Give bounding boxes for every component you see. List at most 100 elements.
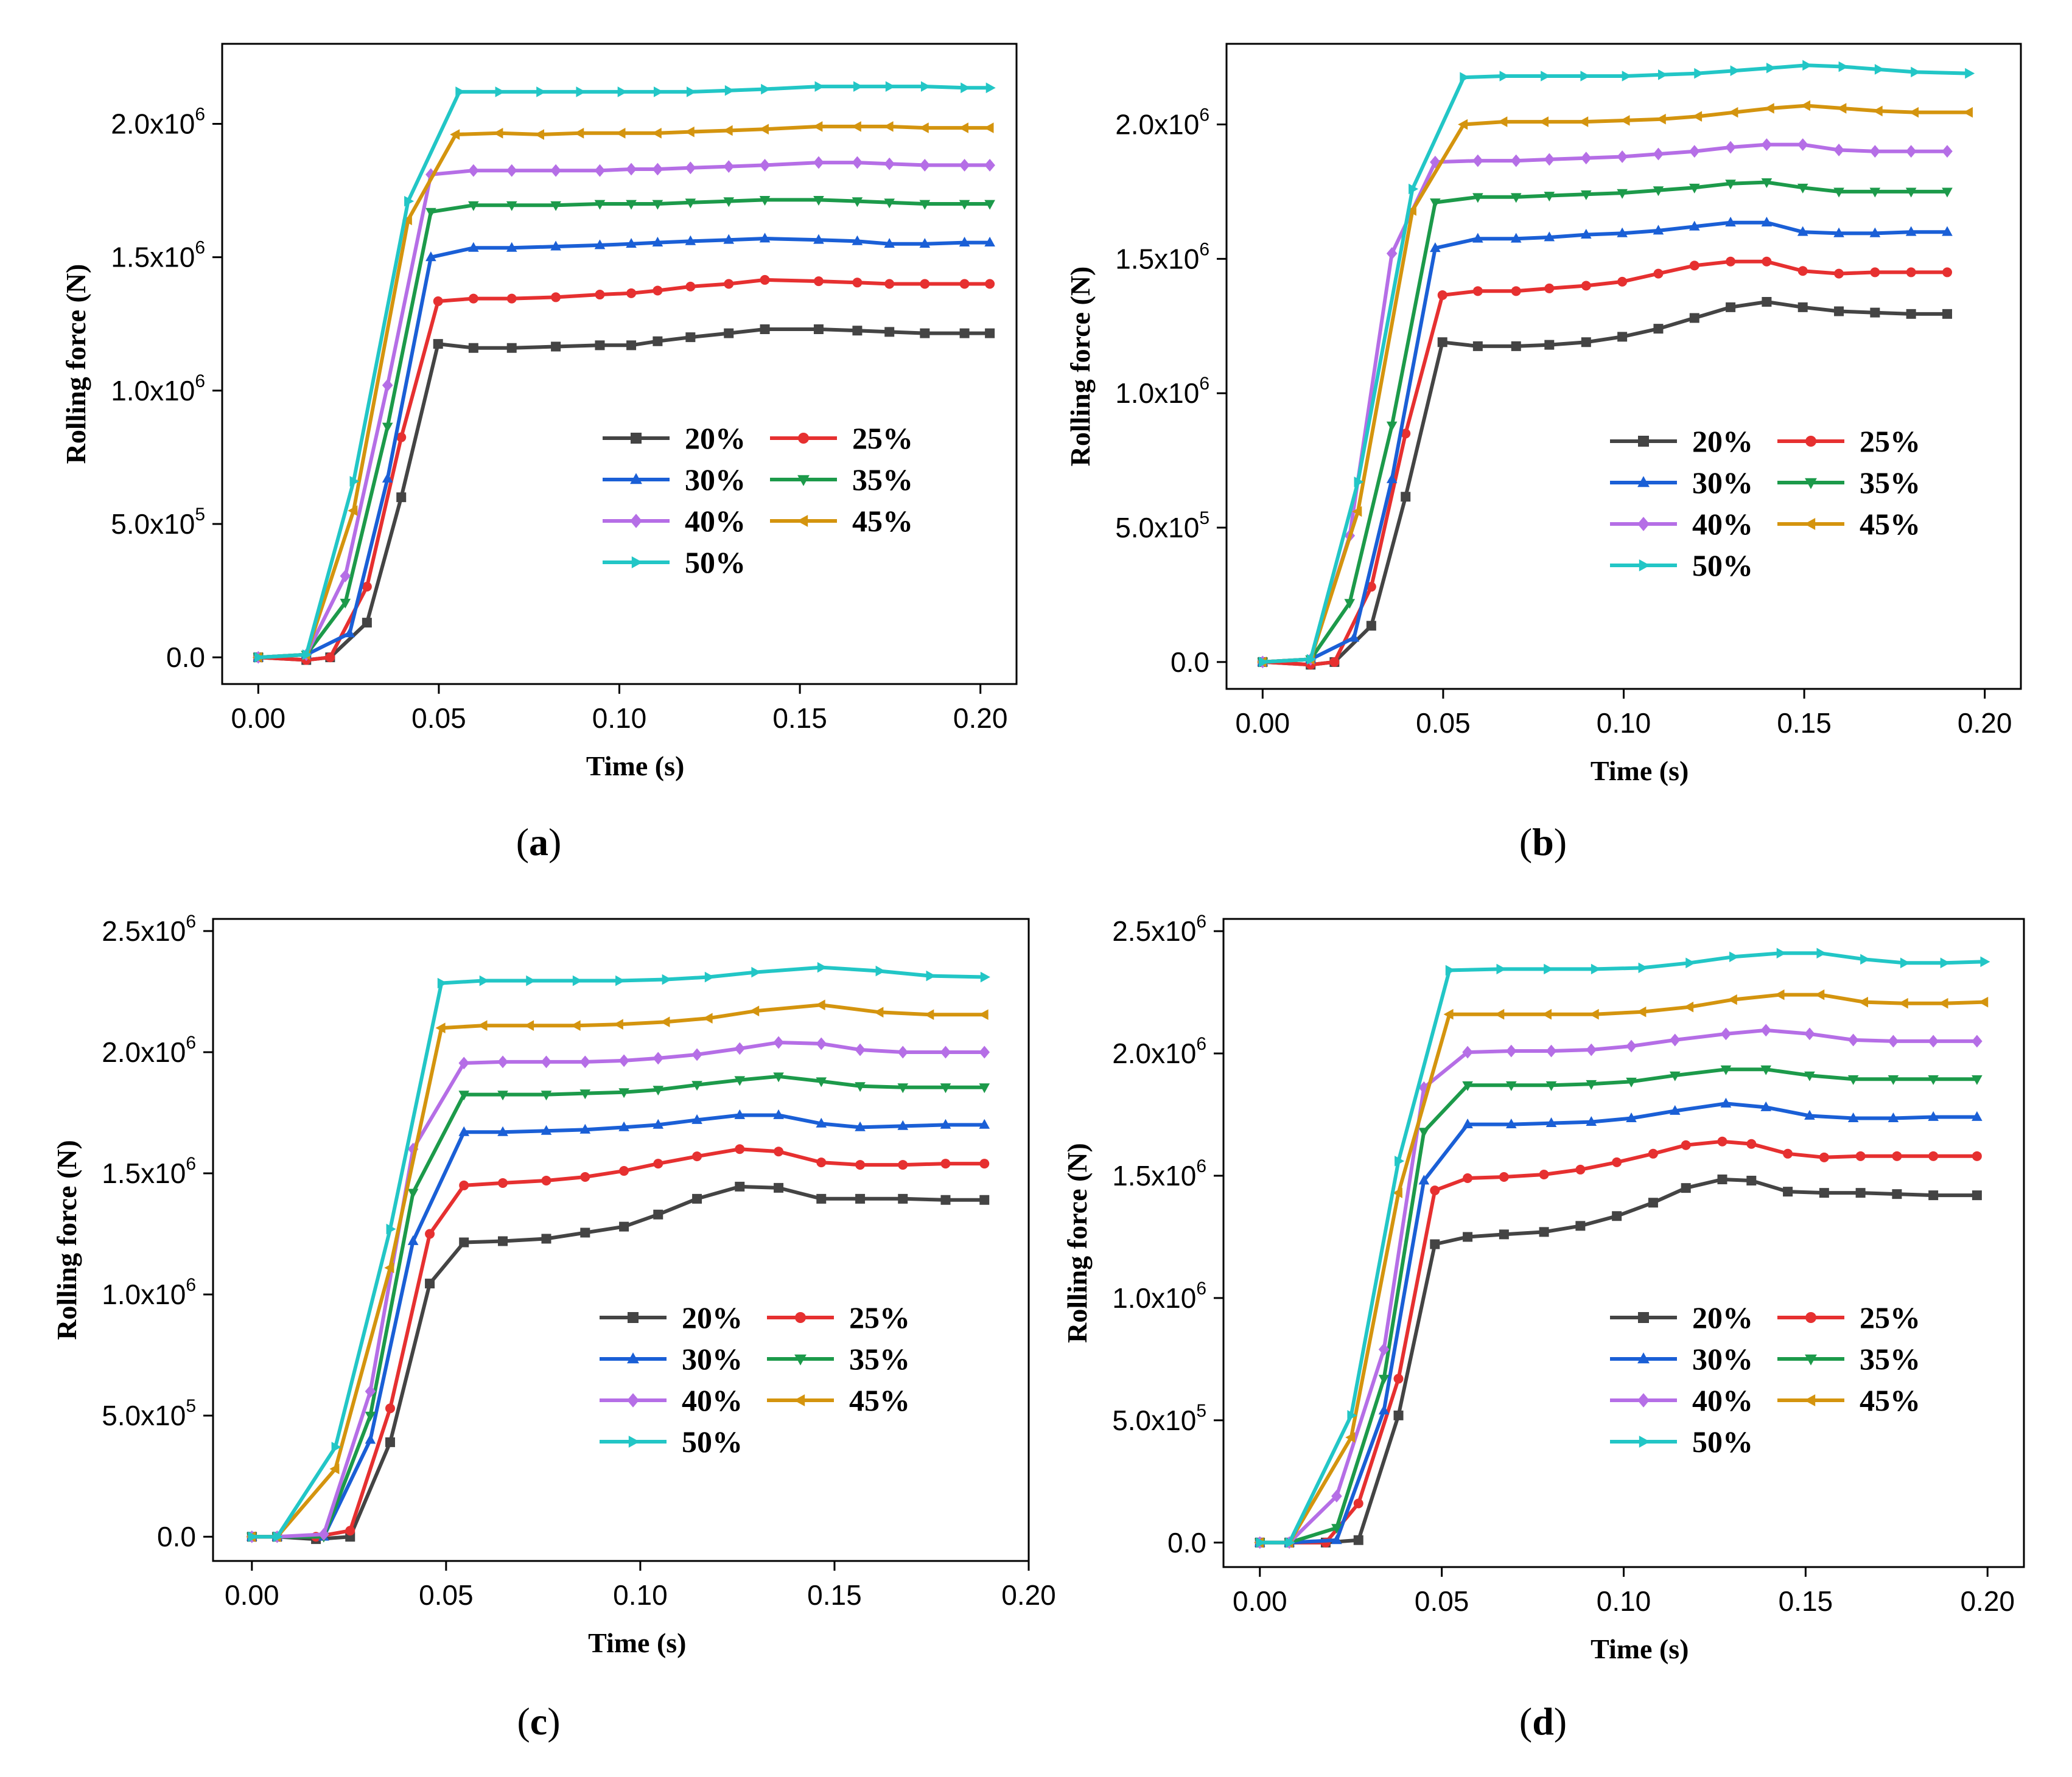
legend-label: 40% bbox=[682, 1383, 743, 1417]
data-point bbox=[1888, 1035, 1899, 1048]
y-tick-mantissa: 5.0x10 bbox=[1115, 512, 1199, 543]
data-point bbox=[425, 1279, 435, 1289]
data-point bbox=[1578, 116, 1589, 127]
data-point bbox=[1725, 180, 1736, 190]
data-point bbox=[1626, 1112, 1637, 1122]
data-point bbox=[1717, 1175, 1727, 1185]
series-45pct bbox=[1254, 989, 1989, 1548]
legend-label: 35% bbox=[852, 463, 913, 497]
data-point bbox=[468, 242, 479, 252]
x-axis-title: Time (s) bbox=[1591, 1633, 1689, 1664]
data-point bbox=[1942, 226, 1953, 236]
caption-letter: c bbox=[530, 1700, 547, 1743]
legend-item: 35% bbox=[767, 1342, 910, 1376]
data-point bbox=[1681, 1183, 1691, 1193]
data-point bbox=[1797, 302, 1808, 312]
series-30pct bbox=[1254, 1097, 1983, 1547]
data-point bbox=[594, 200, 606, 210]
x-tick-label: 0.05 bbox=[1415, 1585, 1469, 1617]
data-point bbox=[433, 339, 443, 349]
data-point bbox=[1819, 1152, 1829, 1162]
data-point bbox=[685, 332, 696, 343]
data-point bbox=[1401, 428, 1411, 439]
data-point bbox=[1888, 1112, 1899, 1122]
data-point bbox=[459, 1180, 469, 1190]
data-point bbox=[1472, 154, 1483, 167]
x-tick-label: 0.15 bbox=[1777, 707, 1832, 739]
legend-label: 30% bbox=[1692, 466, 1753, 500]
data-point bbox=[1544, 283, 1555, 293]
data-point bbox=[541, 1091, 552, 1101]
data-point bbox=[1648, 1198, 1658, 1208]
data-point bbox=[1545, 1044, 1557, 1058]
data-point bbox=[435, 1022, 446, 1033]
data-point bbox=[617, 86, 628, 97]
series-40pct bbox=[1257, 138, 1953, 669]
data-point bbox=[402, 214, 412, 226]
data-point bbox=[1726, 256, 1736, 267]
legend: 20% 25% 30% 35% 40% 45% 50% bbox=[603, 421, 913, 579]
y-tick-label: 1.5x106 bbox=[1112, 1156, 1206, 1192]
data-point bbox=[1962, 106, 1973, 118]
data-point bbox=[813, 121, 823, 132]
data-point bbox=[495, 86, 505, 97]
series-line bbox=[1262, 63, 1969, 664]
x-tick-label: 0.20 bbox=[1960, 1585, 2015, 1617]
data-point bbox=[816, 1157, 827, 1168]
legend-item: 35% bbox=[1777, 466, 1920, 500]
data-point bbox=[759, 232, 771, 243]
data-point bbox=[692, 1193, 702, 1204]
legend-label: 20% bbox=[682, 1300, 743, 1335]
data-point bbox=[1836, 103, 1847, 114]
legend-marker bbox=[794, 1394, 805, 1406]
data-point bbox=[433, 296, 443, 306]
data-point bbox=[506, 201, 517, 211]
data-point bbox=[1506, 1044, 1517, 1058]
series-line bbox=[258, 161, 990, 660]
data-point bbox=[1980, 956, 1990, 968]
data-point bbox=[940, 1046, 951, 1059]
y-tick-mantissa: 1.0x10 bbox=[1115, 377, 1199, 409]
legend: 20% 25% 30% 35% 40% 45% 50% bbox=[1610, 424, 1920, 582]
legend-item: 35% bbox=[1777, 1342, 1920, 1376]
data-point bbox=[1626, 1077, 1637, 1087]
data-point bbox=[723, 125, 733, 136]
data-point bbox=[1653, 147, 1664, 161]
data-point bbox=[653, 1119, 664, 1129]
legend-label: 20% bbox=[1692, 424, 1753, 458]
legend-label: 40% bbox=[1692, 507, 1753, 541]
data-point bbox=[724, 279, 734, 289]
data-point bbox=[1458, 119, 1468, 130]
legend-item: 45% bbox=[1777, 507, 1920, 541]
data-point bbox=[704, 971, 715, 983]
data-point bbox=[852, 156, 863, 169]
data-point bbox=[1928, 1035, 1939, 1048]
data-point bbox=[437, 977, 447, 989]
data-point bbox=[1684, 1001, 1694, 1013]
data-point bbox=[1656, 113, 1666, 125]
data-point bbox=[550, 164, 561, 177]
data-point bbox=[477, 1020, 488, 1031]
legend: 20% 25% 30% 35% 40% 45% 50% bbox=[600, 1300, 910, 1459]
data-point bbox=[920, 328, 930, 338]
data-point bbox=[1329, 657, 1340, 667]
legend-marker bbox=[1805, 1312, 1816, 1323]
legend-label: 20% bbox=[685, 421, 746, 455]
data-point bbox=[1653, 324, 1664, 334]
legend-item: 35% bbox=[770, 463, 913, 497]
data-point bbox=[653, 1052, 664, 1065]
data-point bbox=[493, 128, 503, 139]
data-point bbox=[1689, 183, 1700, 194]
data-point bbox=[1463, 1232, 1473, 1242]
legend-label: 25% bbox=[1860, 424, 1920, 458]
legend-item: 50% bbox=[1610, 548, 1753, 582]
data-point bbox=[984, 122, 994, 133]
data-point bbox=[1386, 247, 1398, 260]
legend-label: 45% bbox=[1860, 507, 1920, 541]
series-line bbox=[258, 85, 990, 660]
data-point bbox=[404, 195, 415, 207]
data-point bbox=[662, 974, 672, 985]
data-point bbox=[919, 159, 931, 172]
series-line bbox=[258, 198, 990, 660]
data-point bbox=[1344, 599, 1356, 609]
